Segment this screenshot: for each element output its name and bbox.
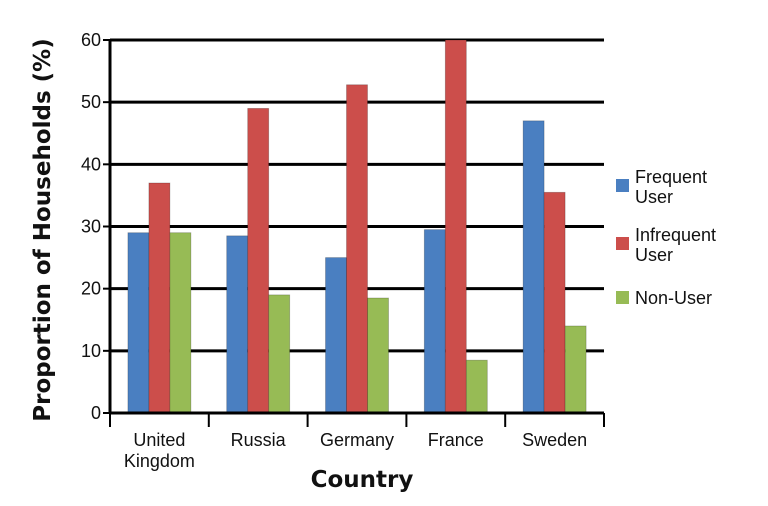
y-tick-label: 50 (81, 92, 101, 112)
y-tick-labels: 0 10 20 30 40 50 60 (81, 30, 101, 423)
bar (423, 229, 446, 414)
category-label: Sweden (522, 430, 587, 450)
legend-label: Frequent (635, 167, 707, 187)
y-tick-label: 0 (91, 403, 101, 423)
y-tick-label: 30 (81, 217, 101, 237)
bar (444, 39, 467, 414)
bar (564, 325, 587, 414)
y-axis-title: Proportion of Households (%) (30, 38, 56, 422)
bar (268, 294, 291, 414)
bar (367, 297, 389, 414)
legend-swatch (616, 179, 629, 192)
bar (226, 235, 249, 414)
legend-label: User (635, 245, 673, 265)
bars (127, 39, 587, 414)
axes (108, 40, 605, 427)
y-tick-label: 60 (81, 30, 101, 50)
category-label: Russia (231, 430, 287, 450)
category-label: Germany (320, 430, 394, 450)
legend-swatch (616, 291, 629, 304)
y-tick-label: 20 (81, 279, 101, 299)
bar (543, 191, 566, 414)
category-label: United (133, 430, 185, 450)
legend-label: Infrequent (635, 225, 716, 245)
bar (127, 232, 150, 414)
category-label: Kingdom (124, 451, 195, 471)
legend-label: Non-User (635, 288, 712, 308)
bar (325, 257, 347, 414)
y-tick-label: 10 (81, 341, 101, 361)
bar (169, 232, 192, 414)
category-label: France (428, 430, 484, 450)
bar (346, 84, 368, 414)
x-axis-title: Country (311, 467, 414, 493)
bar (247, 107, 270, 414)
bar (148, 182, 171, 414)
y-tick-label: 40 (81, 154, 101, 174)
bar (465, 359, 488, 414)
bar (522, 120, 545, 414)
legend-label: User (635, 187, 673, 207)
legend-swatch (616, 237, 629, 250)
